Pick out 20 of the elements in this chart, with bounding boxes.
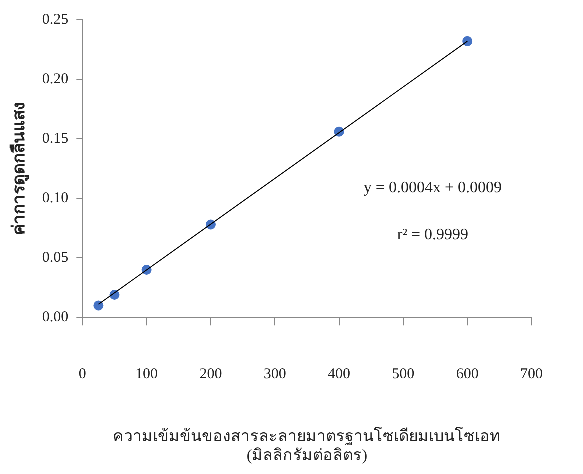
x-tick-label: 200: [200, 366, 222, 383]
y-tick-label: 0.10: [42, 190, 69, 206]
x-tick-label: 500: [392, 366, 415, 383]
point: [462, 36, 473, 46]
y-tick-label: 0.25: [42, 12, 69, 28]
y-tick-label: 0.05: [42, 250, 69, 266]
annotation: r² = 0.9999: [397, 226, 469, 244]
x-tick-label: 0: [78, 366, 86, 383]
point: [94, 300, 104, 311]
y-tick-label: 0.00: [42, 310, 69, 326]
y-tick-label: 0.15: [42, 130, 69, 147]
x-tick-label: 100: [136, 366, 158, 383]
y-tick-label: 0.20: [42, 71, 69, 88]
x-axis-title: ความเข้มข้นของสารละลายมาตรฐานโซเดียมเบนโซเอท (มิลลิกรัมต่อลิตร): [113, 426, 502, 465]
x-tick-label: 600: [456, 366, 479, 383]
x-tick-label: 400: [328, 366, 351, 383]
x-tick-label: 700: [520, 366, 543, 383]
x-tick-label: 300: [264, 366, 286, 383]
y-axis-title: ค่าการดูดกลืนแสง: [8, 102, 31, 236]
annotation: y = 0.0004x + 0.0009: [364, 180, 502, 197]
